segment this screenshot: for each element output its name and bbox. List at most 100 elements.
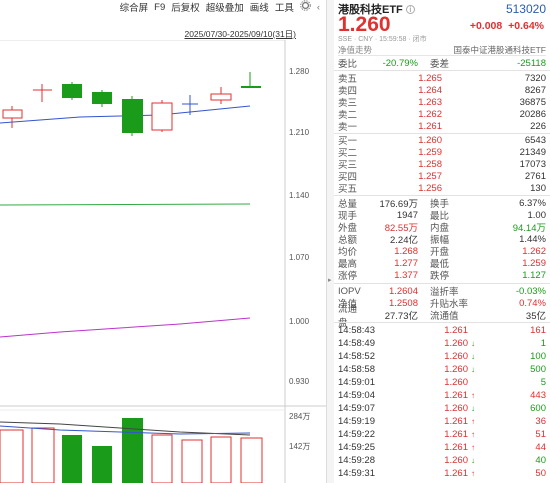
price-tick-label: 1.070 [289,253,310,262]
stat-value: 1947 [396,209,418,221]
ask-price: 1.261 [418,120,442,132]
volume-bar [0,429,24,483]
bid-row[interactable]: 买一 1.260 6543 [338,134,546,148]
date-range-label[interactable]: 2025/07/30-2025/09/10(31日) [184,29,296,39]
bid-row[interactable]: 买四 1.257 2761 [338,170,546,184]
tick-row: 14:59:04 1.261 ↑ 443 [338,389,546,401]
stat-row: 现手 1947 最比 1.00 [338,209,546,223]
nav-trend-link[interactable]: 净值走势 [338,45,373,55]
toolbar-draw-lines[interactable]: 画线 [249,3,269,14]
tick-time: 14:59:04 [338,389,375,401]
price-tick-label: 1.280 [289,67,310,76]
toolbar-tools[interactable]: 工具 [274,3,294,14]
tick-volume: 44 [535,441,546,453]
weibi-value: -20.79% [382,57,418,69]
volume-bar [210,436,232,483]
iopv-row: IOPV 1.2604 溢折率 -0.03% [338,285,546,299]
divider [334,133,550,134]
volume-bar [62,435,82,483]
price-change: +0.008 +0.64% [470,20,544,32]
candle [92,90,112,107]
ask-volume: 8267 [524,84,546,96]
stat-value: 1.2604 [388,285,418,297]
ask-price: 1.262 [418,108,442,120]
tick-price: 1.260 [444,454,468,466]
ask-row[interactable]: 卖二 1.262 20286 [338,108,546,122]
ask-row[interactable]: 卖一 1.261 226 [338,120,546,134]
divider [334,283,550,284]
ask-volume: 7320 [524,72,546,84]
toolbar-f9[interactable]: F9 [154,1,166,13]
arrow-down-icon: ↓ [471,455,475,465]
change-percent: +0.64% [508,20,544,32]
tick-row: 14:58:58 1.260 ↓ 500 [338,363,546,375]
stat-label: 外盘 [338,223,358,234]
stat-value: 94.14万 [512,223,546,234]
price-tick-label: 0.930 [289,377,310,386]
chevron-left-icon[interactable]: ‹ [316,1,320,13]
sub-header: 净值走势 国泰中证港股通科技ETF [338,44,546,56]
bid-volume: 21349 [519,146,546,158]
stat-value: 1.2508 [388,297,418,309]
ask-row[interactable]: 卖三 1.263 36875 [338,96,546,110]
toolbar-super-overlay[interactable]: 超级叠加 [205,3,244,14]
tick-volume: 51 [535,428,546,440]
security-name: 港股科技ETF [338,4,403,16]
tick-row: 14:59:31 1.261 ↑ 50 [338,467,546,479]
volume-bar [240,437,263,483]
bid-volume: 130 [530,182,546,194]
bid-row[interactable]: 买三 1.258 17073 [338,158,546,172]
arrow-down-icon: ↓ [471,403,475,413]
ask-volume: 36875 [519,96,546,108]
tick-price: 1.260 [444,350,468,362]
security-code[interactable]: 513020 [505,2,546,16]
arrow-up-icon: ↑ [471,390,475,400]
toolbar-composite-screen[interactable]: 综合屏 [119,3,149,14]
stat-value: 1.262 [522,245,546,257]
quote-panel: 港股科技ETF i 513020 1.260 +0.008 +0.64% SSE… [334,0,550,483]
ask-row[interactable]: 卖四 1.264 8267 [338,84,546,98]
toolbar-adjust-backward[interactable]: 后复权 [171,3,200,14]
candle [62,82,82,100]
stat-row: 涨停 1.377 跌停 1.127 [338,269,546,283]
iopv-row: 净值 1.2508 升贴水率 0.74% [338,297,546,311]
kline-chart[interactable]: 1.280 1.210 1.140 1.070 1.000 0.930 284万… [0,40,326,483]
tick-row: 14:58:43 1.261 161 [338,324,546,336]
tick-time: 14:59:01 [338,376,375,388]
tick-row: 14:58:52 1.260 ↓ 100 [338,350,546,362]
info-icon[interactable]: i [405,4,415,14]
tick-row: 14:58:49 1.260 ↓ 1 [338,337,546,349]
tick-time: 14:58:43 [338,324,375,336]
tick-price: 1.261 [444,428,468,440]
bid-price: 1.260 [418,134,442,146]
tick-volume: 443 [530,389,546,401]
stat-value: 1.268 [394,245,418,257]
change-value: +0.008 [469,20,503,32]
tick-volume: 40 [535,454,546,466]
tick-volume: 100 [530,350,546,362]
arrow-up-icon: ↑ [471,468,475,478]
arrow-up-icon: ↑ [471,442,475,452]
stat-label: 流通盘 [338,304,358,329]
bid-price: 1.258 [418,158,442,170]
bid-row[interactable]: 买二 1.259 21349 [338,146,546,160]
stat-label: 跌停 [430,271,450,282]
tick-time: 14:58:52 [338,350,375,362]
panel-splitter[interactable]: ▸ [326,0,334,483]
tick-row: 14:59:07 1.260 ↓ 600 [338,402,546,414]
bid-volume: 6543 [524,134,546,146]
ask-row[interactable]: 卖五 1.265 7320 [338,72,546,86]
chevron-right-icon[interactable]: ▸ [328,277,332,284]
stat-label: 内盘 [430,223,450,234]
stat-label: 总量 [338,199,358,210]
tick-price: 1.261 [444,415,468,427]
gear-icon[interactable] [300,0,311,14]
stat-label: 净值 [338,299,358,310]
stat-row: 均价 1.268 开盘 1.262 [338,245,546,259]
bid-row[interactable]: 买五 1.256 130 [338,182,546,196]
ma-line-blue [0,105,251,124]
arrow-up-icon: ↑ [471,416,475,426]
tick-time: 14:59:22 [338,428,375,440]
stat-row: 外盘 82.55万 内盘 94.14万 [338,221,546,234]
divider [334,195,550,196]
